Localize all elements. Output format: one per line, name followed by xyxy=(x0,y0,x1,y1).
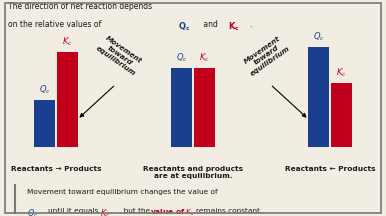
Text: Movement
toward
equilibrium: Movement toward equilibrium xyxy=(241,34,291,77)
Bar xyxy=(193,68,215,147)
Text: on the relative values of: on the relative values of xyxy=(8,20,103,29)
Text: and: and xyxy=(201,20,220,29)
Text: remains constant.: remains constant. xyxy=(196,208,262,214)
Text: $Q_c$: $Q_c$ xyxy=(176,51,188,64)
Text: $K_c$: $K_c$ xyxy=(336,67,347,79)
Bar xyxy=(308,47,330,147)
Text: .: . xyxy=(249,20,251,29)
Text: $K_c$: $K_c$ xyxy=(62,35,73,48)
Text: , but the: , but the xyxy=(119,208,150,214)
Text: The direction of net reaction depends: The direction of net reaction depends xyxy=(8,2,152,11)
Text: $Q_c$: $Q_c$ xyxy=(39,84,51,96)
Text: $\mathbf{K_c}$: $\mathbf{K_c}$ xyxy=(228,20,239,33)
Text: Movement toward equilibrium changes the value of: Movement toward equilibrium changes the … xyxy=(27,189,218,195)
Bar xyxy=(171,68,192,147)
Text: value of $K_c$: value of $K_c$ xyxy=(150,208,196,216)
Text: $K_c$: $K_c$ xyxy=(199,51,210,64)
Text: $\mathbf{Q_c}$: $\mathbf{Q_c}$ xyxy=(178,20,190,33)
Text: $K_c$: $K_c$ xyxy=(100,208,111,216)
Text: until it equals: until it equals xyxy=(48,208,99,214)
Text: Reactants → Products: Reactants → Products xyxy=(11,166,101,172)
Text: $Q_c$: $Q_c$ xyxy=(27,208,38,216)
Bar xyxy=(34,100,56,147)
Text: $Q_c$: $Q_c$ xyxy=(313,30,325,43)
Text: Movement
toward
equilibrium: Movement toward equilibrium xyxy=(95,34,145,77)
Text: Reactants and products
are at equilibrium.: Reactants and products are at equilibriu… xyxy=(143,166,243,179)
Bar xyxy=(330,84,352,147)
Bar xyxy=(56,52,78,147)
Text: Reactants ← Products: Reactants ← Products xyxy=(285,166,375,172)
